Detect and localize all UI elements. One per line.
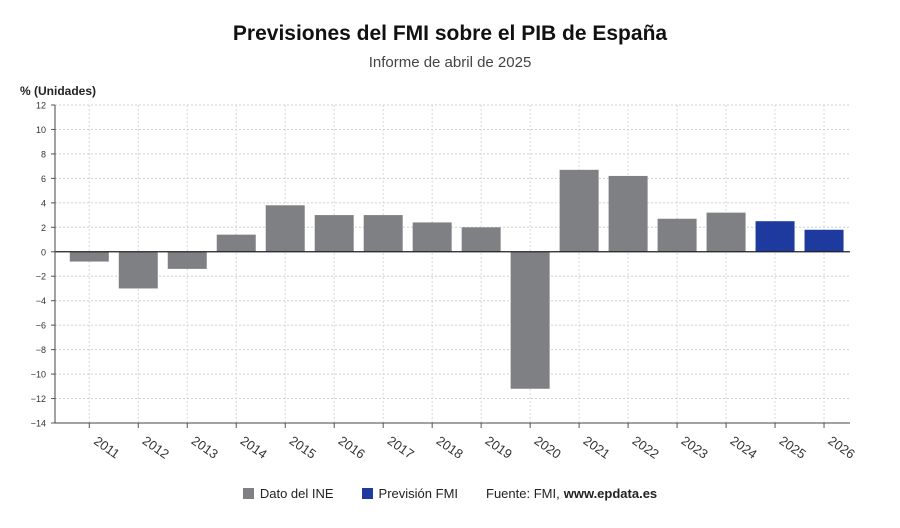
y-axis-label: % (Unidades) bbox=[20, 84, 97, 98]
bar-2018 bbox=[412, 222, 452, 252]
x-tick-label: 2022 bbox=[630, 433, 662, 462]
y-tick-label: −6 bbox=[36, 321, 46, 331]
legend-swatch-fmi bbox=[361, 488, 373, 499]
bar-2015 bbox=[265, 205, 305, 252]
chart-title: Previsiones del FMI sobre el PIB de Espa… bbox=[232, 22, 668, 45]
legend-label-fmi: Previsión FMI bbox=[378, 486, 459, 501]
legend-item-fmi: Previsión FMI bbox=[361, 486, 459, 501]
bar-2017 bbox=[363, 215, 403, 252]
y-tick-label: 8 bbox=[41, 149, 46, 159]
y-tick-label: 6 bbox=[41, 174, 46, 184]
source-note: Fuente: FMI, www.epdata.es bbox=[486, 486, 657, 501]
bar-2022 bbox=[608, 175, 648, 252]
bar-2012 bbox=[118, 251, 158, 289]
bar-2013 bbox=[167, 251, 207, 269]
y-tick-label: 2 bbox=[41, 223, 46, 233]
x-tick-label: 2015 bbox=[287, 433, 319, 462]
bar-2019 bbox=[461, 227, 501, 252]
x-tick-label: 2026 bbox=[825, 433, 857, 462]
x-tick-label: 2020 bbox=[532, 433, 564, 462]
y-tick-label: 10 bbox=[36, 125, 46, 135]
y-tick-label: 4 bbox=[41, 198, 46, 208]
legend-item-ine: Dato del INE bbox=[242, 486, 334, 501]
y-tick-label: 0 bbox=[41, 247, 46, 257]
x-tick-label: 2023 bbox=[679, 433, 711, 462]
bar-2014 bbox=[216, 234, 256, 252]
x-tick-label: 2012 bbox=[140, 433, 172, 462]
y-tick-label: −4 bbox=[36, 296, 46, 306]
legend: Dato del INE Previsión FMI Fuente: FMI, … bbox=[0, 486, 900, 501]
bar-2011 bbox=[69, 251, 109, 262]
bar-2023 bbox=[657, 218, 697, 252]
y-tick-label: −2 bbox=[36, 272, 46, 282]
x-tick-label: 2019 bbox=[483, 433, 515, 462]
source-prefix: Fuente: FMI, bbox=[486, 486, 560, 501]
x-tick-label: 2017 bbox=[385, 433, 417, 462]
chart-subtitle: Informe de abril de 2025 bbox=[368, 54, 532, 71]
bar-2024 bbox=[706, 212, 746, 252]
y-tick-label: −8 bbox=[36, 345, 46, 355]
legend-swatch-ine bbox=[242, 488, 254, 499]
y-tick-label: −12 bbox=[31, 394, 46, 404]
bar-2026 bbox=[804, 229, 844, 252]
bar-2025 bbox=[755, 221, 795, 252]
bar-2021 bbox=[559, 169, 599, 252]
x-tick-label: 2021 bbox=[581, 433, 613, 462]
x-tick-label: 2018 bbox=[434, 433, 466, 462]
source-link[interactable]: www.epdata.es bbox=[563, 486, 658, 501]
y-tick-label: −10 bbox=[31, 370, 46, 380]
x-tick-label: 2024 bbox=[728, 433, 760, 462]
x-tick-label: 2011 bbox=[91, 433, 123, 461]
x-tick-label: 2025 bbox=[776, 433, 808, 462]
bar-2020 bbox=[510, 251, 550, 389]
bar-2016 bbox=[314, 215, 354, 252]
x-tick-label: 2016 bbox=[336, 433, 368, 462]
legend-label-ine: Dato del INE bbox=[259, 486, 334, 501]
y-tick-label: 12 bbox=[36, 101, 46, 111]
y-tick-label: −14 bbox=[31, 419, 46, 429]
x-tick-label: 2014 bbox=[238, 433, 270, 462]
x-tick-label: 2013 bbox=[189, 433, 221, 462]
